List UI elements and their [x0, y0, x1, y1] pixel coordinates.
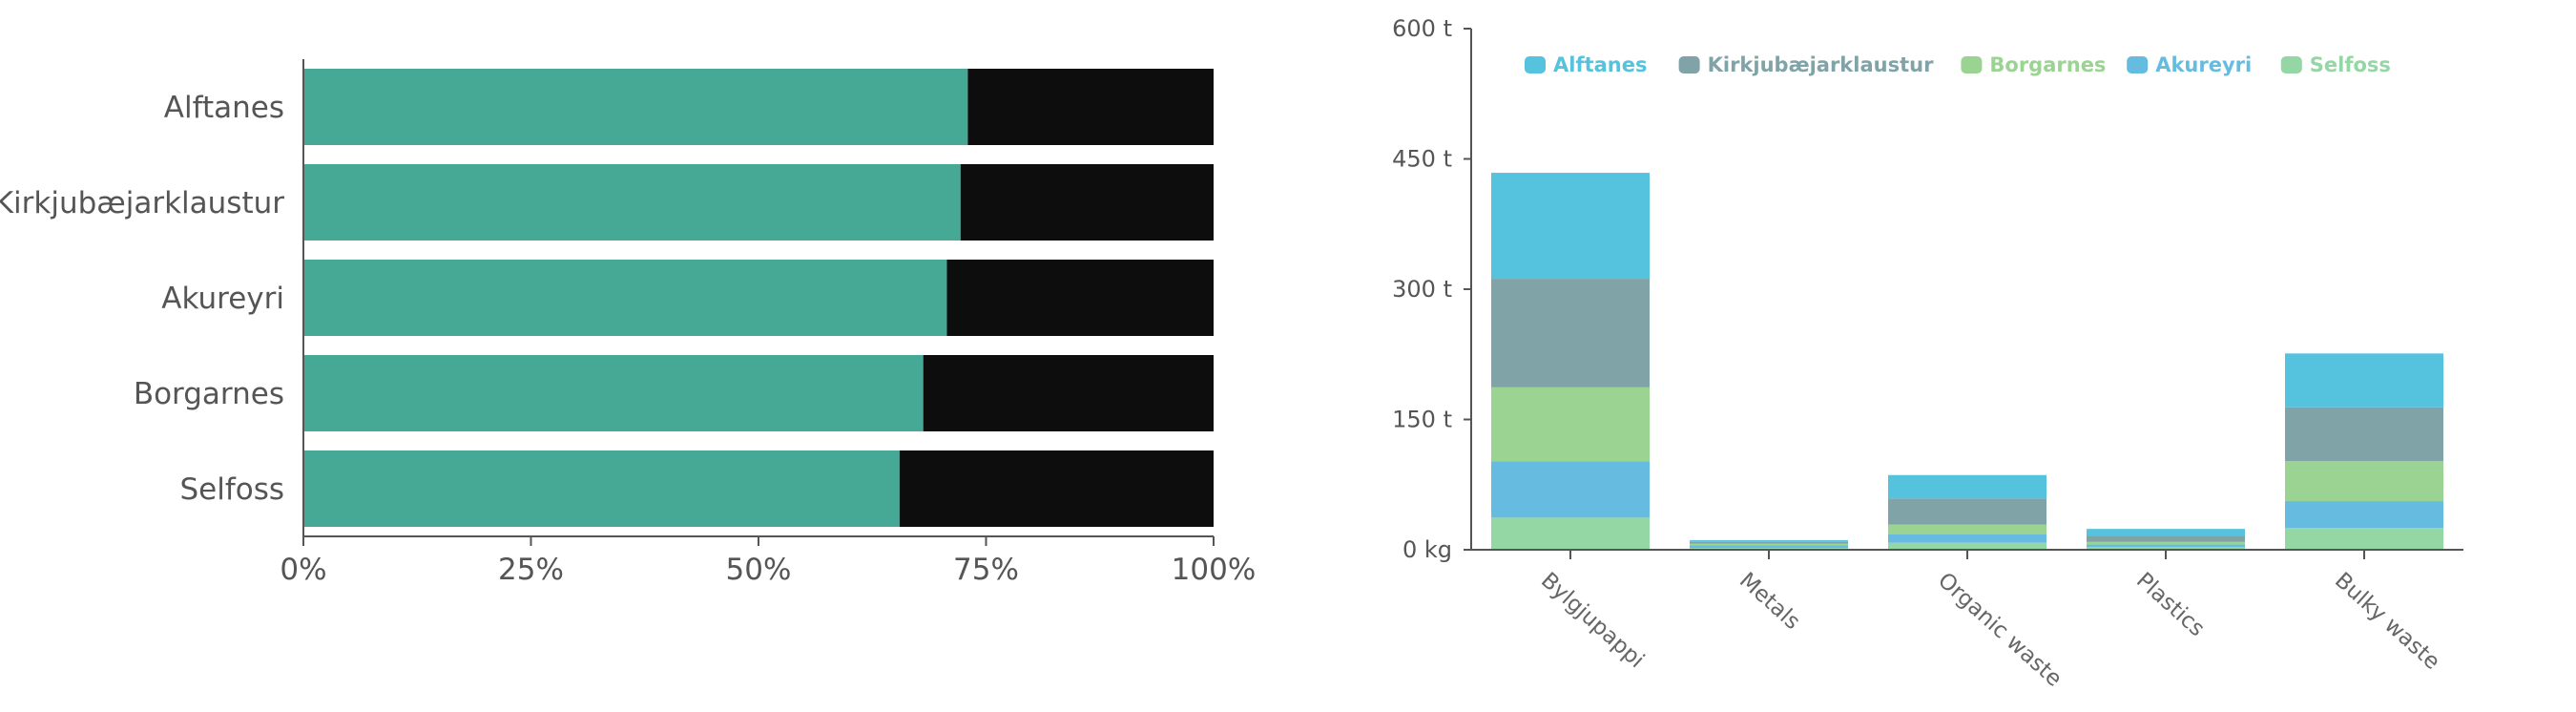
legend-swatch-kirkjubaejarklaustur — [1678, 56, 1700, 73]
x-category-label-organic-waste: Organic waste — [1933, 568, 2067, 692]
column-plastics-akureyri — [2087, 544, 2245, 548]
legend-label-selfoss: Selfoss — [2310, 53, 2391, 76]
bar-borgarnes-segment-2 — [923, 355, 1214, 431]
y-tick-label-450-t: 450 t — [1392, 146, 1452, 173]
stacked-column-chart: Bylgjupappi Metals Organic waste Plastics Bu… — [1392, 15, 2463, 692]
category-label-kirkjubaejarklaustur: Kirkjubæjarklaustur — [0, 186, 284, 220]
x-category-label-metals: Metals — [1735, 568, 1804, 635]
column-metals-akureyri — [1690, 545, 1848, 549]
y-tick-label-600-t: 600 t — [1392, 15, 1452, 42]
x-tick-label-50: 50% — [726, 553, 792, 587]
legend-swatch-akureyri — [2127, 56, 2149, 73]
column-organic-waste-selfoss — [1888, 542, 2046, 550]
x-tick-label-0: 0% — [280, 553, 326, 587]
column-plastics-kirkjubaejarklaustur — [2087, 535, 2245, 542]
x-category-label-plastics: Plastics — [2131, 568, 2210, 641]
column-bulky-waste-selfoss — [2285, 528, 2443, 550]
legend-label-akureyri: Akureyri — [2155, 53, 2252, 76]
legend: Alftanes Kirkjubæjarklaustur Borgarnes Akur… — [1525, 53, 2391, 76]
bar-akureyri-segment-2 — [946, 260, 1214, 336]
bar-kirkjubaejarklaustur-segment-1 — [303, 164, 961, 241]
legend-label-borgarnes: Borgarnes — [1989, 53, 2106, 76]
column-bylgjupappi-alftanes — [1491, 173, 1650, 280]
legend-swatch-borgarnes — [1961, 56, 1983, 73]
y-tick-label-150-t: 150 t — [1392, 407, 1452, 433]
legend-swatch-selfoss — [2280, 56, 2302, 73]
column-bulky-waste-alftanes — [2285, 353, 2443, 408]
x-tick-label-100: 100% — [1172, 553, 1257, 587]
column-bylgjupappi-borgarnes — [1491, 387, 1650, 462]
category-label-alftanes: Alftanes — [164, 91, 284, 125]
bar-selfoss-segment-1 — [303, 450, 900, 527]
column-metals-kirkjubaejarklaustur — [1690, 541, 1848, 544]
bar-alftanes-segment-1 — [303, 69, 968, 145]
bar-selfoss-segment-2 — [899, 450, 1214, 527]
legend-label-alftanes: Alftanes — [1553, 53, 1648, 76]
category-label-borgarnes: Borgarnes — [134, 377, 284, 411]
column-organic-waste-akureyri — [1888, 534, 2046, 543]
column-bulky-waste-borgarnes — [2285, 461, 2443, 502]
category-label-akureyri: Akureyri — [161, 282, 284, 316]
x-tick-label-75: 75% — [953, 553, 1019, 587]
category-label-selfoss: Selfoss — [179, 472, 284, 507]
column-organic-waste-kirkjubaejarklaustur — [1888, 498, 2046, 525]
bar-akureyri-segment-1 — [303, 260, 947, 336]
x-category-label-bulky-waste: Bulky waste — [2330, 568, 2444, 675]
column-organic-waste-alftanes — [1888, 474, 2046, 499]
x-category-label-bylgjupappi: Bylgjupappi — [1536, 568, 1649, 673]
stacked-percent-bar-chart: Alftanes Kirkjubæjarklaustur Akureyri Borga… — [0, 59, 1256, 587]
column-bylgjupappi-akureyri — [1491, 461, 1650, 518]
bar-borgarnes-segment-1 — [303, 355, 924, 431]
legend-swatch-alftanes — [1525, 56, 1546, 73]
column-plastics-selfoss — [2087, 547, 2245, 550]
column-plastics-borgarnes — [2087, 541, 2245, 545]
column-bylgjupappi-kirkjubaejarklaustur — [1491, 279, 1650, 387]
column-bulky-waste-akureyri — [2285, 501, 2443, 529]
column-bulky-waste-kirkjubaejarklaustur — [2285, 407, 2443, 462]
bar-kirkjubaejarklaustur-segment-2 — [960, 164, 1214, 241]
y-tick-label-0-kg: 0 kg — [1402, 536, 1452, 563]
column-metals-alftanes — [1690, 539, 1848, 542]
column-bylgjupappi-selfoss — [1491, 517, 1650, 550]
x-tick-label-25: 25% — [498, 553, 564, 587]
column-metals-borgarnes — [1690, 543, 1848, 546]
column-plastics-alftanes — [2087, 529, 2245, 536]
y-tick-label-300-t: 300 t — [1392, 276, 1452, 303]
column-organic-waste-borgarnes — [1888, 524, 2046, 534]
legend-label-kirkjubaejarklaustur: Kirkjubæjarklaustur — [1708, 53, 1934, 76]
bar-alftanes-segment-2 — [967, 69, 1214, 145]
